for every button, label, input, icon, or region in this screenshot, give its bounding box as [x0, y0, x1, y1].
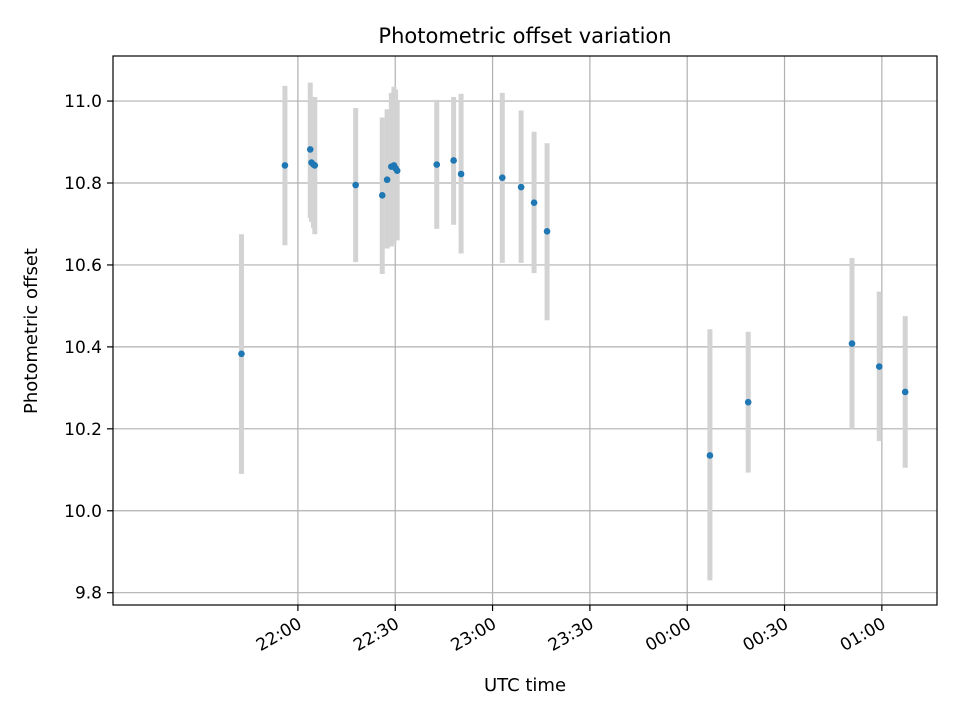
y-tick-label: 9.8	[75, 584, 102, 604]
y-tick-label: 10.8	[64, 174, 102, 194]
data-point	[433, 161, 441, 168]
data-point	[311, 162, 319, 169]
data-point	[543, 228, 551, 235]
data-point	[875, 363, 883, 370]
data-point	[744, 398, 752, 406]
y-tick-label: 10.2	[64, 420, 102, 440]
data-point	[450, 157, 457, 164]
y-axis-label: Photometric offset	[21, 248, 42, 414]
data-point	[393, 167, 401, 175]
data-points	[238, 146, 909, 459]
data-point	[517, 183, 525, 191]
data-point	[706, 452, 714, 459]
x-tick-label: 00:00	[642, 614, 694, 656]
plot-frame	[112, 55, 938, 606]
data-point	[306, 146, 314, 153]
data-point	[848, 340, 856, 347]
data-point	[498, 174, 506, 181]
data-point	[281, 162, 289, 169]
data-point	[383, 176, 391, 184]
grid-layer	[113, 56, 937, 605]
y-tick-label: 10.0	[64, 502, 102, 522]
y-tick-label: 10.4	[64, 338, 102, 358]
x-tick-label: 22:30	[350, 614, 402, 656]
data-point	[378, 191, 386, 199]
chart-title: Photometric offset variation	[378, 24, 671, 48]
data-point	[238, 350, 245, 358]
x-tick-label: 22:00	[253, 614, 305, 656]
x-tick-label: 01:00	[837, 614, 889, 656]
y-axis-ticks: 9.8 10.0 10.2 10.4 10.6 10.8 11.0	[64, 92, 113, 604]
data-point	[901, 388, 909, 396]
error-bars	[238, 82, 908, 581]
data-point	[457, 170, 465, 178]
x-tick-label: 23:30	[545, 614, 597, 656]
x-tick-label: 00:30	[740, 614, 792, 656]
y-tick-label: 11.0	[64, 92, 102, 112]
x-axis-label: UTC time	[484, 675, 566, 696]
data-point	[530, 199, 538, 206]
data-point	[352, 181, 359, 189]
x-tick-label: 23:00	[448, 614, 500, 656]
y-tick-label: 10.6	[64, 256, 102, 276]
x-axis-ticks: 22:00 22:30 23:00 23:30 00:00 00:30 01:00	[253, 605, 889, 656]
